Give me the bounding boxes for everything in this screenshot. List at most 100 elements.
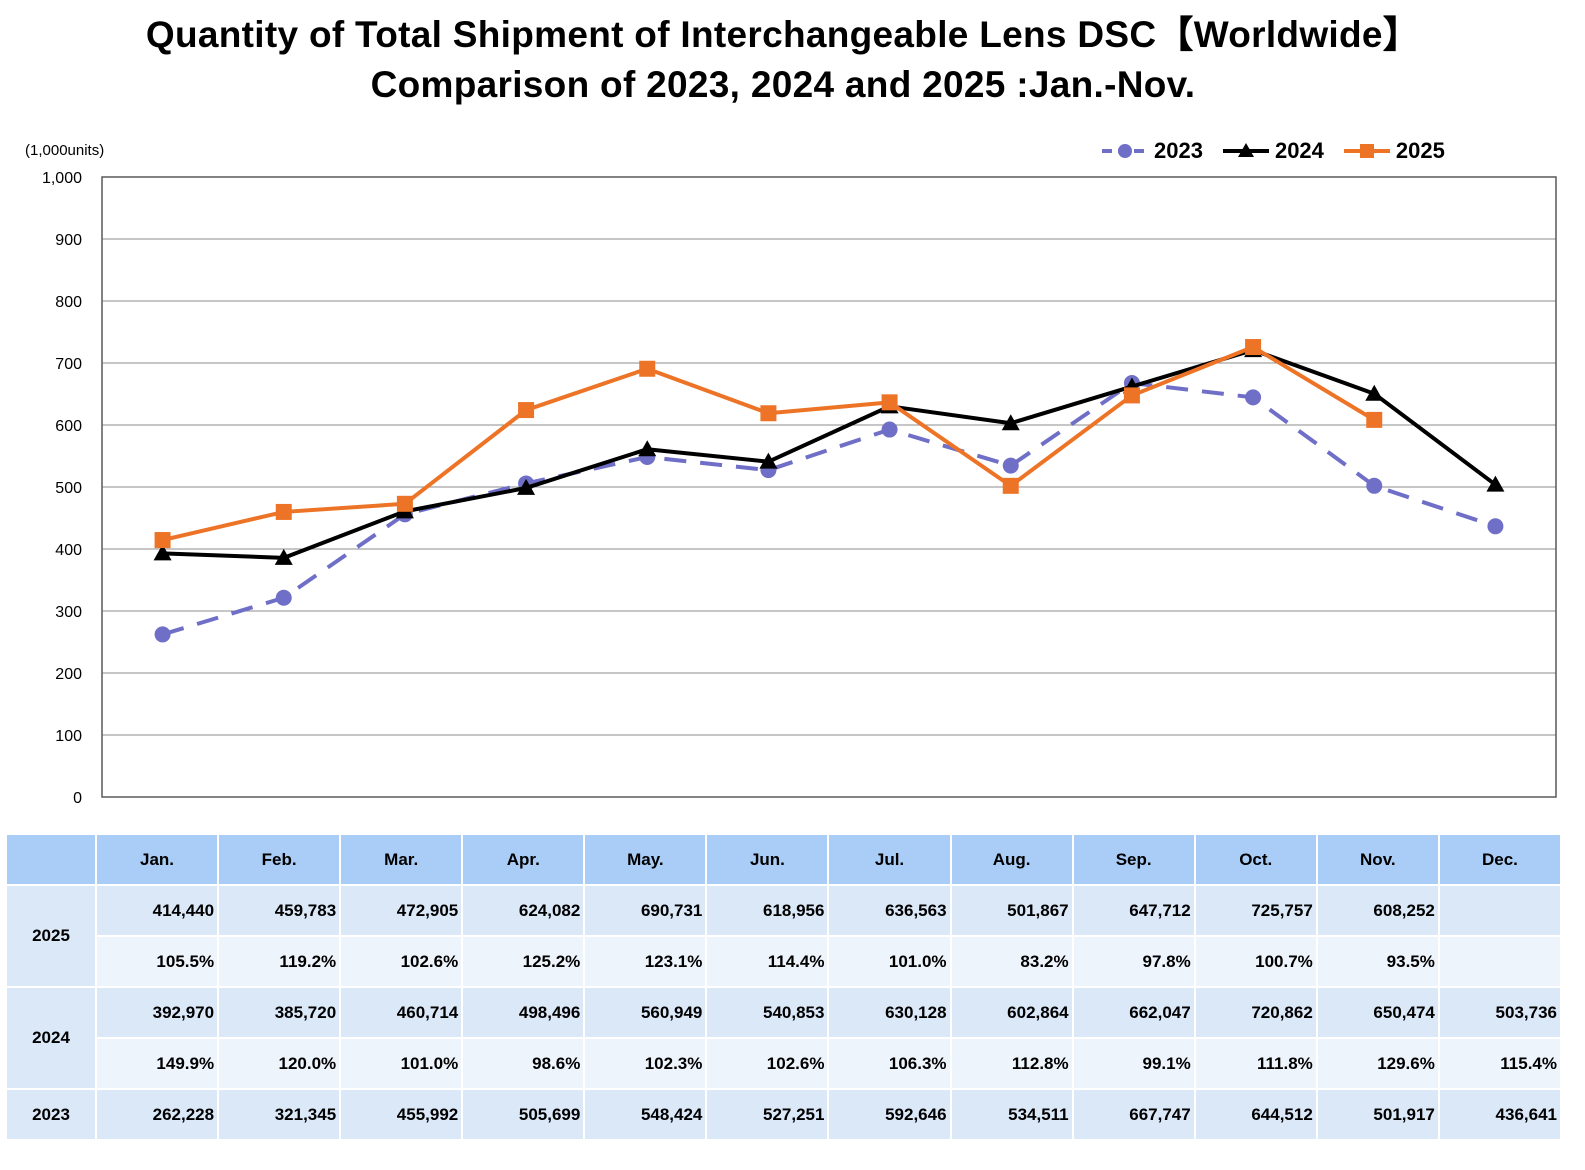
y-tick-label: 700 [55, 356, 82, 373]
data-point-2024 [153, 544, 172, 561]
table-ratio-cell: 106.3% [827, 1037, 952, 1090]
table-value-cell: 472,905 [339, 884, 464, 937]
line-chart: 0 100 200 300 400 500 600 700 800 900 1,000 [42, 170, 1557, 807]
data-point-2025 [639, 360, 656, 377]
table-value-cell: 459,783 [217, 884, 342, 937]
table-value-cell: 592,646 [827, 1088, 952, 1141]
table-ratio-cell: 111.8% [1193, 1037, 1318, 1090]
table-value-cell: 455,992 [339, 1088, 464, 1141]
table-month-header: Feb. [217, 833, 342, 886]
table-value-cell: 662,047 [1071, 986, 1196, 1039]
data-point-2024 [517, 478, 536, 495]
table-ratio-cell: 98.6% [461, 1037, 586, 1090]
data-table: Jan. Feb. Mar. Apr. May. Jun. Jul. Aug. Sep. Oct.… [5, 833, 1563, 1141]
table-ratio-cell: 97.8% [1071, 935, 1196, 988]
table-value-cell: 608,252 [1315, 884, 1440, 937]
table-value-cell: 650,474 [1315, 986, 1440, 1039]
data-point-2025 [881, 394, 898, 411]
table-ratio-cell: 101.0% [339, 1037, 464, 1090]
chart-title: Quantity of Total Shipment of Interchang… [0, 10, 1566, 110]
table-value-cell: 624,082 [461, 884, 586, 937]
table-ratio-cell: 101.0% [827, 935, 952, 988]
data-point-2023 [1487, 518, 1504, 535]
table-corner-cell [5, 833, 97, 886]
data-point-2023 [1002, 457, 1019, 474]
table-value-cell: 630,128 [827, 986, 952, 1039]
y-tick-label: 300 [55, 604, 82, 621]
table-value-cell: 501,917 [1315, 1088, 1440, 1141]
data-point-2023 [1366, 477, 1383, 494]
table-value-cell: 690,731 [583, 884, 708, 937]
table-value-cell: 644,512 [1193, 1088, 1318, 1141]
table-month-header: Nov. [1315, 833, 1440, 886]
data-point-2024 [274, 548, 293, 565]
table-ratio-cell: 100.7% [1193, 935, 1318, 988]
table-value-cell: 385,720 [217, 986, 342, 1039]
data-point-2023 [275, 589, 292, 606]
table-ratio-cell: 115.4% [1437, 1037, 1563, 1090]
table-value-cell: 527,251 [705, 1088, 830, 1141]
data-point-2025 [518, 402, 535, 419]
data-point-2024 [638, 440, 657, 457]
y-tick-label: 1,000 [42, 170, 82, 187]
table-row: 2025 414,440 459,783 472,905 624,082 690,731 6… [5, 884, 1563, 988]
table-ratio-cell: 105.5% [94, 935, 220, 988]
y-tick-label: 800 [55, 294, 82, 311]
data-point-2024 [1365, 384, 1384, 401]
y-tick-label: 600 [55, 418, 82, 435]
table-month-header: Jul. [827, 833, 952, 886]
table-ratio-cell: 102.3% [583, 1037, 708, 1090]
data-point-2025 [154, 532, 171, 549]
table-ratio-cell: 114.4% [705, 935, 830, 988]
table-value-cell: 602,864 [949, 986, 1074, 1039]
table-ratio-cell: 149.9% [94, 1037, 220, 1090]
legend: 2023 2024 2025 [1100, 138, 1445, 164]
series-line-2024 [162, 348, 1497, 560]
legend-label-2024: 2024 [1274, 138, 1324, 163]
title-line-2: Comparison of 2023, 2024 and 2025 :Jan.-… [370, 64, 1196, 105]
y-axis-unit-label: (1,000units) [25, 142, 105, 159]
table-value-cell: 505,699 [461, 1088, 586, 1141]
data-point-2025 [1123, 387, 1140, 404]
y-tick-label: 100 [55, 728, 82, 745]
table-value-cell: 540,853 [705, 986, 830, 1039]
legend-label-2025: 2025 [1395, 138, 1445, 163]
title-line-1: Quantity of Total Shipment of Interchang… [145, 14, 1421, 55]
table-value-cell: 262,228 [94, 1088, 220, 1141]
table-value-cell: 618,956 [705, 884, 830, 937]
data-point-2025 [1002, 477, 1019, 494]
table-value-cell: 560,949 [583, 986, 708, 1039]
table-value-cell: 392,970 [94, 986, 220, 1039]
table-value-cell: 436,641 [1437, 1088, 1563, 1141]
table-ratio-cell: 93.5% [1315, 935, 1440, 988]
table-month-header: Dec. [1437, 833, 1563, 886]
table-value-cell: 548,424 [583, 1088, 708, 1141]
table-month-header: Aug. [949, 833, 1074, 886]
table-ratio-cell: 83.2% [949, 935, 1074, 988]
legend-swatch-2023 [1102, 144, 1148, 158]
legend-item-2025: 2025 [1342, 138, 1445, 164]
table-value-cell: 460,714 [339, 986, 464, 1039]
table-ratio-row: 105.5% 119.2% 102.6% 125.2% 123.1% 114.4% 101.… [6, 935, 1563, 988]
table-month-header: May. [583, 833, 708, 886]
table-row: 2024 392,970 385,720 460,714 498,496 560,949 5… [5, 986, 1563, 1090]
table-ratio-cell: 99.1% [1071, 1037, 1196, 1090]
data-point-2024 [759, 452, 778, 469]
table-ratio-cell: 125.2% [461, 935, 586, 988]
table-value-cell: 498,496 [461, 986, 586, 1039]
table-ratio-row: 149.9% 120.0% 101.0% 98.6% 102.3% 102.6% 106.3… [6, 1037, 1563, 1090]
table-month-header: Jun. [705, 833, 830, 886]
table-ratio-cell: 102.6% [705, 1037, 830, 1090]
table-value-cell: 720,862 [1193, 986, 1318, 1039]
table-value-cell: 414,440 [94, 884, 220, 937]
legend-swatch-2025 [1343, 144, 1390, 158]
data-point-2025 [275, 503, 292, 520]
legend-item-2023: 2023 [1100, 138, 1203, 164]
table-ratio-cell: 129.6% [1315, 1037, 1440, 1090]
table-year-cell: 2025 [5, 884, 97, 988]
table-ratio-cell: 119.2% [217, 935, 342, 988]
table-value-cell: 534,511 [949, 1088, 1074, 1141]
data-point-2023 [881, 421, 898, 438]
table-value-cell: 503,736 [1437, 986, 1563, 1039]
table-ratio-cell: 120.0% [217, 1037, 342, 1090]
